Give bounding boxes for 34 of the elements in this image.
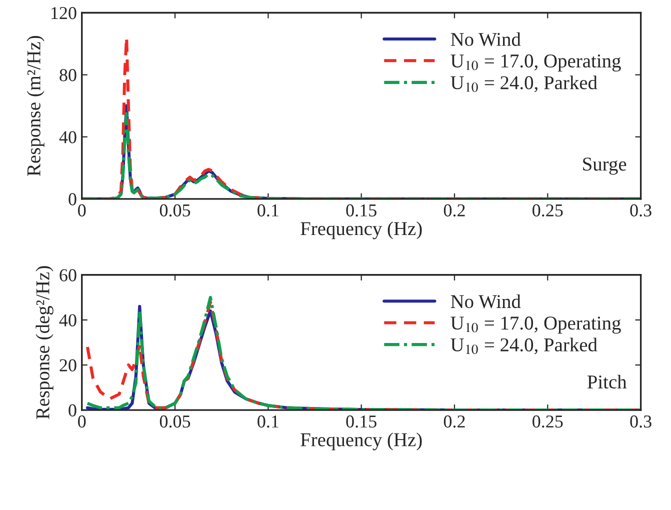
- x-tick-label: 0.1: [258, 415, 278, 428]
- x-tick-label: 0.2: [444, 415, 465, 428]
- annotation: Surge: [583, 158, 626, 175]
- x-tick-label: 0.25: [532, 415, 563, 428]
- y-axis-title: Response (m²/Hz): [26, 36, 44, 176]
- x-tick-label: 0.3: [630, 415, 652, 428]
- x-axis-title: Frequency (Hz): [300, 432, 422, 450]
- y-tick-label: 40: [59, 131, 76, 144]
- x-tick-label: 0: [78, 415, 86, 428]
- legend-label: No Wind: [450, 294, 521, 308]
- annotation: Pitch: [587, 374, 627, 389]
- x-tick-label: 0.3: [630, 204, 652, 217]
- y-tick-label: 0: [68, 193, 76, 206]
- y-tick-label: 60: [60, 269, 76, 282]
- x-tick-label: 0: [78, 204, 86, 216]
- x-axis-title: Frequency (Hz): [300, 222, 422, 240]
- y-tick-label: 120: [52, 7, 76, 20]
- y-tick-label: 80: [60, 69, 76, 82]
- y-axis-title: Response (deg²/Hz): [36, 266, 54, 420]
- x-tick-label: 0.25: [532, 204, 563, 217]
- legend-label: U$_{10}$ = 17.0, Operating: [450, 54, 621, 72]
- y-tick-label: 0: [68, 404, 76, 416]
- x-tick-label: 0.15: [346, 415, 376, 428]
- legend-label: U$_{10}$ = 24.0, Parked: [450, 338, 598, 354]
- y-tick-label: 40: [59, 314, 76, 326]
- x-tick-label: 0.05: [160, 204, 190, 217]
- y-tick-label: 20: [60, 359, 76, 372]
- legend-label: No Wind: [450, 32, 521, 46]
- x-tick-label: 0.1: [258, 204, 278, 217]
- legend-label: U$_{10}$ = 17.0, Operating: [450, 316, 621, 334]
- x-tick-label: 0.2: [444, 204, 465, 217]
- x-tick-label: 0.15: [346, 204, 376, 217]
- legend-label: U$_{10}$ = 24.0, Parked: [450, 76, 598, 92]
- x-tick-label: 0.05: [160, 415, 190, 428]
